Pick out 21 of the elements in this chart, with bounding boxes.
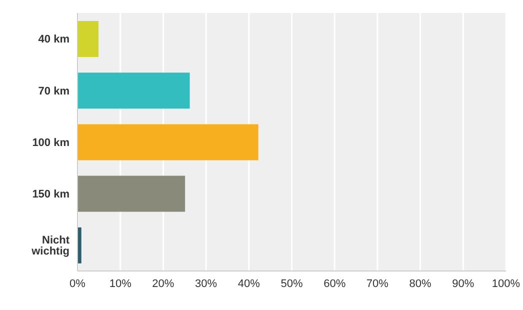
- bar: [78, 21, 98, 57]
- x-tick-label: 20%: [152, 278, 174, 290]
- x-tick-label: 0%: [70, 278, 86, 290]
- bar: [78, 72, 190, 109]
- y-tick-label: 100 km: [32, 136, 70, 149]
- y-tick-label: 150 km: [32, 188, 70, 201]
- y-tick-label: 70 km: [38, 85, 70, 98]
- bar: [78, 124, 258, 160]
- x-tick-label: 50%: [280, 278, 303, 290]
- y-tick-label: 40 km: [38, 34, 70, 46]
- x-tick-label: 100%: [492, 278, 520, 290]
- x-tick-label: 80%: [409, 278, 432, 290]
- x-tick-label: 70%: [366, 278, 389, 290]
- x-tick-label: 40%: [238, 278, 260, 290]
- x-tick-label: 10%: [109, 278, 132, 290]
- y-tick-label: Nicht wichtig: [30, 234, 70, 258]
- x-tick-label: 90%: [452, 278, 474, 290]
- bar: [78, 176, 186, 212]
- bar: [78, 227, 82, 264]
- x-tick-label: 30%: [195, 278, 218, 290]
- x-tick-label: 60%: [324, 278, 346, 290]
